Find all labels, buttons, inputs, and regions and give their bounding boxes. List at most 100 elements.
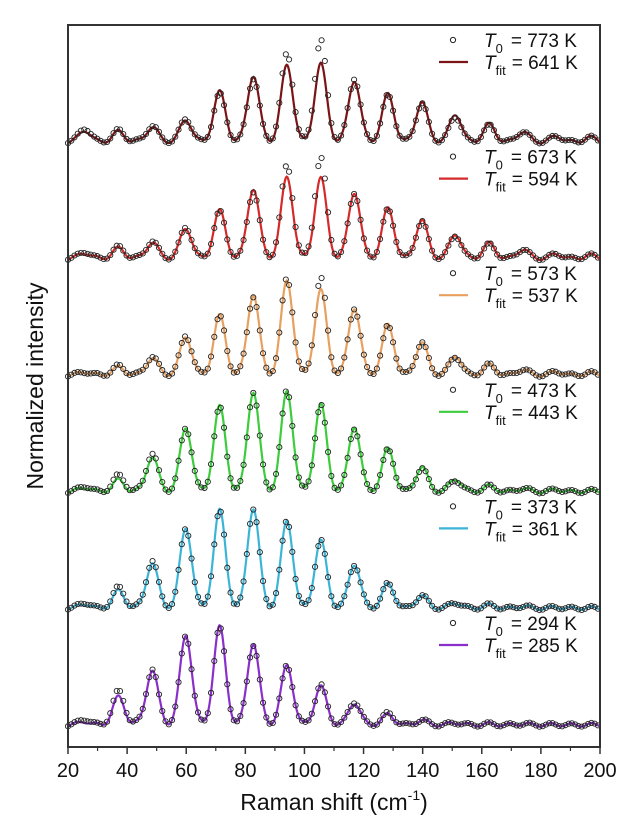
legend-tfit-label: Tfit = 361 K — [484, 519, 578, 544]
data-point — [116, 471, 124, 478]
data-point — [90, 485, 98, 492]
data-point — [185, 431, 192, 438]
data-point — [305, 478, 312, 485]
data-point — [286, 666, 293, 673]
data-point — [286, 56, 293, 63]
data-point — [419, 592, 426, 599]
data-point — [292, 224, 299, 231]
data-point — [87, 485, 94, 492]
data-point — [103, 255, 111, 262]
data-point — [390, 339, 397, 346]
data-point — [286, 168, 293, 175]
legend-373-K: T0 = 373 K Tfit = 361 K — [439, 497, 578, 544]
data-point — [172, 703, 179, 710]
data-point — [256, 327, 263, 334]
data-point — [347, 316, 354, 323]
data-point — [302, 601, 309, 608]
data-point — [445, 124, 452, 131]
data-point — [133, 136, 140, 143]
data-point — [474, 489, 481, 496]
data-point — [409, 245, 416, 252]
data-point — [494, 487, 501, 495]
data-point — [234, 484, 241, 491]
data-point — [373, 365, 380, 372]
data-point — [250, 294, 257, 301]
data-point — [289, 81, 296, 88]
data-point — [487, 121, 494, 128]
data-point — [162, 371, 169, 378]
data-point — [334, 253, 341, 260]
x-axis-title-sup: -1 — [408, 787, 421, 803]
data-point — [273, 239, 280, 246]
legend-marker-circle — [449, 36, 457, 44]
data-point — [315, 685, 322, 692]
data-point — [399, 368, 406, 375]
data-point — [81, 600, 88, 608]
data-point — [159, 478, 166, 486]
data-point — [214, 408, 221, 415]
data-point — [396, 132, 403, 139]
data-point — [279, 537, 286, 544]
data-point — [152, 124, 159, 131]
data-point — [146, 126, 153, 133]
data-point — [455, 721, 462, 728]
data-point — [217, 508, 224, 515]
data-point — [364, 364, 371, 371]
data-point — [123, 598, 130, 605]
data-point — [295, 358, 302, 365]
data-point — [237, 712, 244, 719]
data-point — [351, 562, 358, 569]
data-point — [227, 248, 234, 255]
data-point — [549, 367, 556, 375]
data-point — [90, 252, 98, 259]
legend-tfit-label: Tfit = 594 K — [484, 170, 578, 195]
legend-294-K: T0 = 294 K Tfit = 285 K — [439, 614, 578, 661]
data-point — [432, 488, 439, 495]
data-point — [578, 490, 585, 497]
data-point — [97, 720, 104, 727]
data-point — [588, 485, 595, 492]
legend-t0-sub: 0 — [496, 158, 503, 173]
data-point — [295, 592, 302, 599]
data-point — [77, 369, 85, 376]
data-point — [347, 200, 354, 207]
data-point — [494, 251, 501, 258]
data-point — [422, 716, 429, 723]
data-point — [360, 469, 367, 476]
data-point — [484, 600, 491, 607]
data-point — [416, 105, 423, 112]
data-point — [562, 722, 569, 729]
data-point — [585, 486, 592, 493]
data-point — [321, 57, 328, 65]
data-point — [220, 648, 228, 655]
data-point — [380, 335, 387, 342]
data-point — [370, 370, 377, 378]
data-point — [74, 368, 81, 376]
data-point — [188, 666, 195, 673]
data-point — [165, 604, 172, 612]
data-point — [360, 713, 367, 720]
data-point — [559, 488, 566, 495]
data-point — [250, 506, 257, 513]
data-point — [484, 121, 491, 128]
data-point — [341, 354, 348, 361]
data-point — [260, 120, 267, 127]
data-point — [442, 366, 449, 373]
data-point — [146, 564, 153, 571]
data-point — [393, 355, 400, 362]
data-point — [516, 605, 523, 612]
data-point — [282, 276, 289, 283]
data-point — [159, 134, 166, 141]
legend-t0-label: T0 = 373 K — [484, 497, 577, 522]
data-point — [458, 721, 465, 728]
data-point — [552, 250, 559, 258]
data-point — [503, 137, 510, 144]
data-point — [455, 117, 462, 124]
data-point — [481, 364, 488, 371]
data-point — [383, 446, 390, 453]
data-point — [448, 117, 455, 124]
data-point — [364, 480, 371, 488]
data-point — [279, 70, 286, 77]
data-point — [260, 578, 267, 585]
data-point — [201, 484, 208, 491]
